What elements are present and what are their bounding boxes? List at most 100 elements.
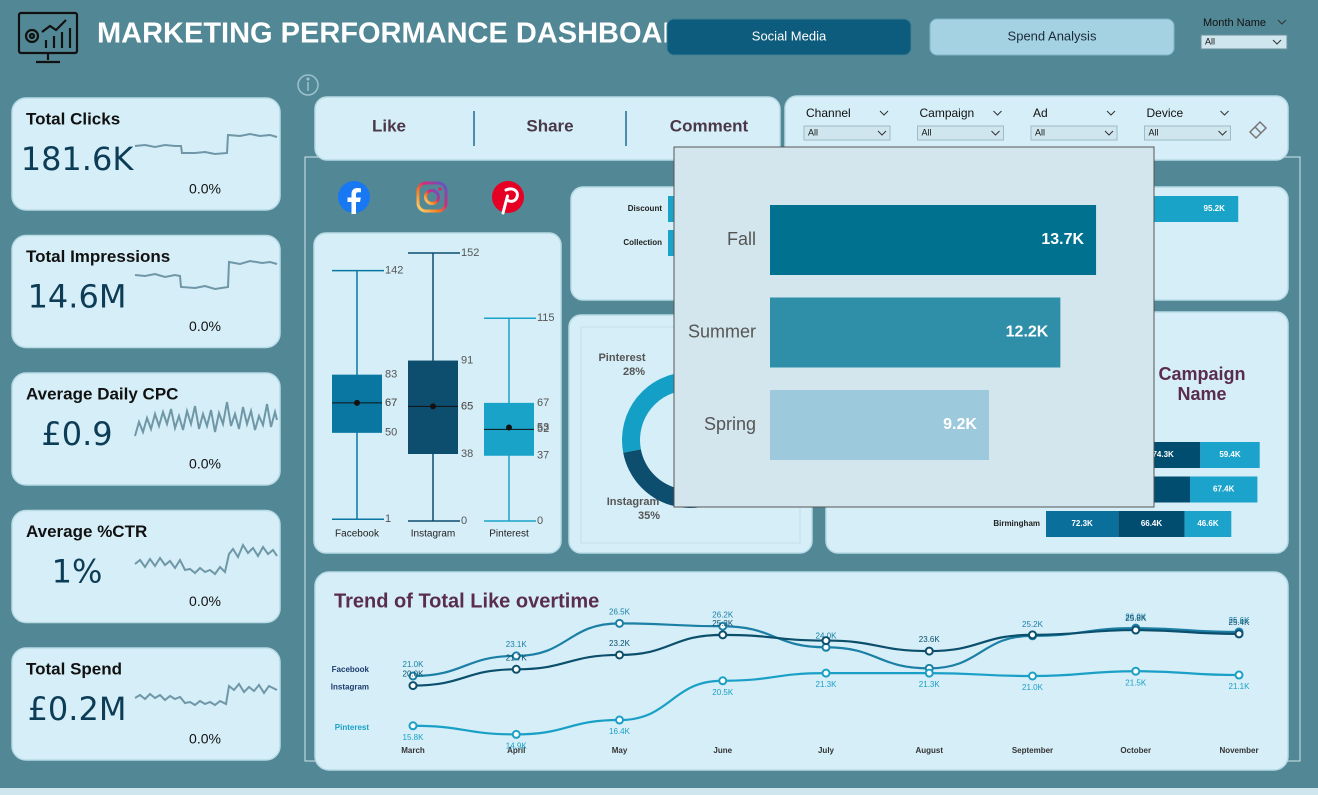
- bar-segment: [1200, 442, 1260, 468]
- filter-label: Month Name: [1203, 17, 1266, 29]
- trend-panel: [314, 571, 1289, 771]
- tooltip-category: Spring: [704, 414, 756, 434]
- dropdown[interactable]: [1200, 34, 1288, 50]
- point-label: 25.6K: [1229, 616, 1251, 625]
- kpi-change: 0.0%: [189, 593, 221, 609]
- filter-label: Channel: [806, 106, 851, 120]
- point-label: 25.4K: [1229, 618, 1251, 627]
- bar-value-label: 95.2K: [1204, 204, 1226, 213]
- bar-segment: [1184, 511, 1232, 537]
- reaction-button[interactable]: Share: [526, 116, 573, 135]
- dropdown-value[interactable]: All: [808, 127, 818, 137]
- bar-segment: [1118, 511, 1185, 537]
- facebook-glyph: [347, 188, 361, 214]
- filter-label: Device: [1147, 106, 1184, 120]
- tooltip-value-label: 12.2K: [1006, 324, 1049, 341]
- kpi-label: Average %CTR: [26, 522, 147, 541]
- dropdown-value[interactable]: All: [1205, 36, 1215, 46]
- x-tick-label: March: [401, 746, 425, 755]
- mean-dot: [506, 424, 512, 431]
- trend-point: [718, 630, 728, 640]
- dropdown-value[interactable]: All: [922, 127, 932, 137]
- x-tick-label: September: [1012, 746, 1053, 755]
- box-value-label: 65: [461, 400, 473, 412]
- y-tick-label: Collection: [623, 238, 662, 247]
- donut-label: Instagram: [607, 496, 660, 508]
- trend-point: [615, 650, 624, 660]
- box-value-label: 1: [385, 513, 391, 525]
- point-label: 14.9K: [506, 741, 528, 750]
- bar-value-label: 67.4K: [1213, 485, 1235, 494]
- dropdown[interactable]: [917, 125, 1004, 141]
- mean-dot: [354, 399, 360, 406]
- trend-point: [718, 676, 728, 686]
- dropdown[interactable]: [803, 125, 891, 141]
- bar-value-label: 66.4K: [1141, 519, 1163, 528]
- point-label: 25.3K: [712, 619, 734, 628]
- chevron: [1272, 39, 1282, 45]
- point-label: 21.7K: [506, 653, 528, 662]
- x-tick-label: Instagram: [411, 529, 455, 540]
- bar-value-label: 59.4K: [1219, 450, 1241, 459]
- chevron: [1277, 19, 1287, 25]
- box-value-label: 53: [537, 421, 549, 433]
- trend-point: [1028, 671, 1037, 681]
- kpi-value: £0.9: [41, 415, 112, 453]
- series-label: Instagram: [331, 683, 369, 692]
- box-value-label: 115: [537, 312, 555, 324]
- dropdown-value[interactable]: All: [1149, 127, 1159, 137]
- point-label: 25.2K: [1022, 620, 1044, 629]
- kpi-label: Total Clicks: [26, 109, 120, 128]
- bar-segment: [1046, 511, 1119, 537]
- dropdown[interactable]: [1144, 125, 1231, 141]
- reaction-button[interactable]: Like: [372, 116, 406, 135]
- box-value-label: 37: [537, 450, 549, 462]
- point-label: 21.0K: [403, 660, 425, 669]
- series-label: Pinterest: [335, 723, 370, 732]
- dropdown-value[interactable]: All: [1035, 127, 1045, 137]
- trend-point: [718, 621, 728, 631]
- trend-point: [821, 668, 831, 678]
- tooltip-bar: [770, 205, 1097, 275]
- info-icon[interactable]: [297, 74, 319, 96]
- box-value-label: 0: [537, 515, 543, 527]
- pinterest-glyph: [501, 187, 519, 215]
- trend-point: [821, 636, 831, 646]
- box-value-label: 91: [461, 354, 473, 366]
- tab-label[interactable]: Social Media: [752, 28, 827, 43]
- donut-label: Pinterest: [598, 352, 645, 364]
- sparkline: [134, 542, 278, 576]
- tab-button[interactable]: [929, 18, 1175, 56]
- tab-label[interactable]: Spend Analysis: [1008, 28, 1097, 43]
- dashboard-title: MARKETING PERFORMANCE DASHBOARD: [97, 18, 704, 50]
- trend-point: [615, 618, 624, 628]
- donut-value-label: 35%: [638, 510, 660, 522]
- box-value-label: 67: [385, 397, 397, 409]
- point-label: 26.2K: [712, 610, 734, 619]
- filter-label: Campaign: [920, 106, 975, 120]
- kpi-card: [11, 97, 281, 211]
- tooltip-value-label: 13.7K: [1041, 231, 1084, 248]
- box-value-label: 38: [461, 448, 473, 460]
- point-label: 26.5K: [609, 607, 631, 616]
- box-value-label: 67: [385, 397, 397, 409]
- box-value-label: 65: [461, 400, 473, 412]
- point-label: 23.1K: [506, 640, 528, 649]
- chevron: [877, 130, 887, 136]
- kpi-label: Total Impressions: [26, 247, 170, 266]
- trend-point: [511, 651, 521, 661]
- box-value-label: 67: [537, 397, 549, 409]
- tooltip-category: Summer: [688, 321, 756, 341]
- bar-value-label: 46.6K: [1197, 519, 1219, 528]
- trend-point: [1234, 670, 1244, 680]
- eraser-icon[interactable]: [1248, 120, 1268, 140]
- dropdown[interactable]: [1030, 125, 1118, 141]
- filter-label: Ad: [1033, 106, 1048, 120]
- bar-value-label: 72.3K: [1071, 519, 1093, 528]
- point-label: 21.3K: [919, 680, 941, 689]
- point-label: 24.0K: [816, 631, 838, 640]
- tab-button[interactable]: [666, 18, 912, 56]
- reaction-button[interactable]: Comment: [670, 116, 749, 135]
- tooltip-value-label: 9.2K: [943, 416, 977, 433]
